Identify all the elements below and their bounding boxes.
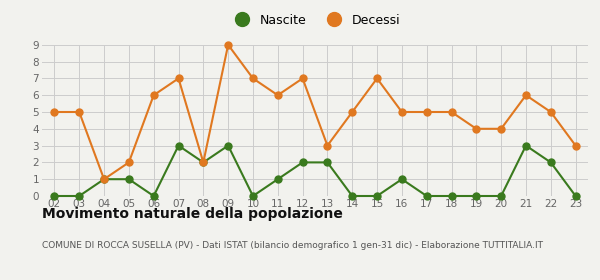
Nascite	[547, 161, 554, 164]
Decessi	[572, 144, 579, 147]
Nascite	[349, 194, 356, 198]
Nascite	[299, 161, 306, 164]
Nascite	[497, 194, 505, 198]
Decessi	[100, 178, 107, 181]
Decessi	[473, 127, 480, 130]
Text: Movimento naturale della popolazione: Movimento naturale della popolazione	[42, 207, 343, 221]
Nascite	[423, 194, 430, 198]
Legend: Nascite, Decessi: Nascite, Decessi	[225, 9, 405, 32]
Nascite	[448, 194, 455, 198]
Decessi	[274, 94, 281, 97]
Text: COMUNE DI ROCCA SUSELLA (PV) - Dati ISTAT (bilancio demografico 1 gen-31 dic) - : COMUNE DI ROCCA SUSELLA (PV) - Dati ISTA…	[42, 241, 543, 250]
Decessi	[324, 144, 331, 147]
Nascite	[523, 144, 530, 147]
Nascite	[250, 194, 257, 198]
Decessi	[497, 127, 505, 130]
Nascite	[398, 178, 406, 181]
Nascite	[324, 161, 331, 164]
Line: Nascite: Nascite	[51, 142, 579, 199]
Decessi	[224, 43, 232, 46]
Decessi	[448, 110, 455, 114]
Decessi	[373, 77, 380, 80]
Nascite	[100, 178, 107, 181]
Decessi	[398, 110, 406, 114]
Nascite	[125, 178, 133, 181]
Decessi	[547, 110, 554, 114]
Decessi	[349, 110, 356, 114]
Decessi	[76, 110, 83, 114]
Line: Decessi: Decessi	[51, 41, 579, 183]
Decessi	[51, 110, 58, 114]
Nascite	[76, 194, 83, 198]
Nascite	[175, 144, 182, 147]
Nascite	[150, 194, 157, 198]
Decessi	[200, 161, 207, 164]
Nascite	[224, 144, 232, 147]
Decessi	[423, 110, 430, 114]
Decessi	[150, 94, 157, 97]
Nascite	[200, 161, 207, 164]
Nascite	[274, 178, 281, 181]
Decessi	[175, 77, 182, 80]
Decessi	[125, 161, 133, 164]
Decessi	[523, 94, 530, 97]
Decessi	[250, 77, 257, 80]
Nascite	[473, 194, 480, 198]
Decessi	[299, 77, 306, 80]
Nascite	[373, 194, 380, 198]
Nascite	[572, 194, 579, 198]
Nascite	[51, 194, 58, 198]
